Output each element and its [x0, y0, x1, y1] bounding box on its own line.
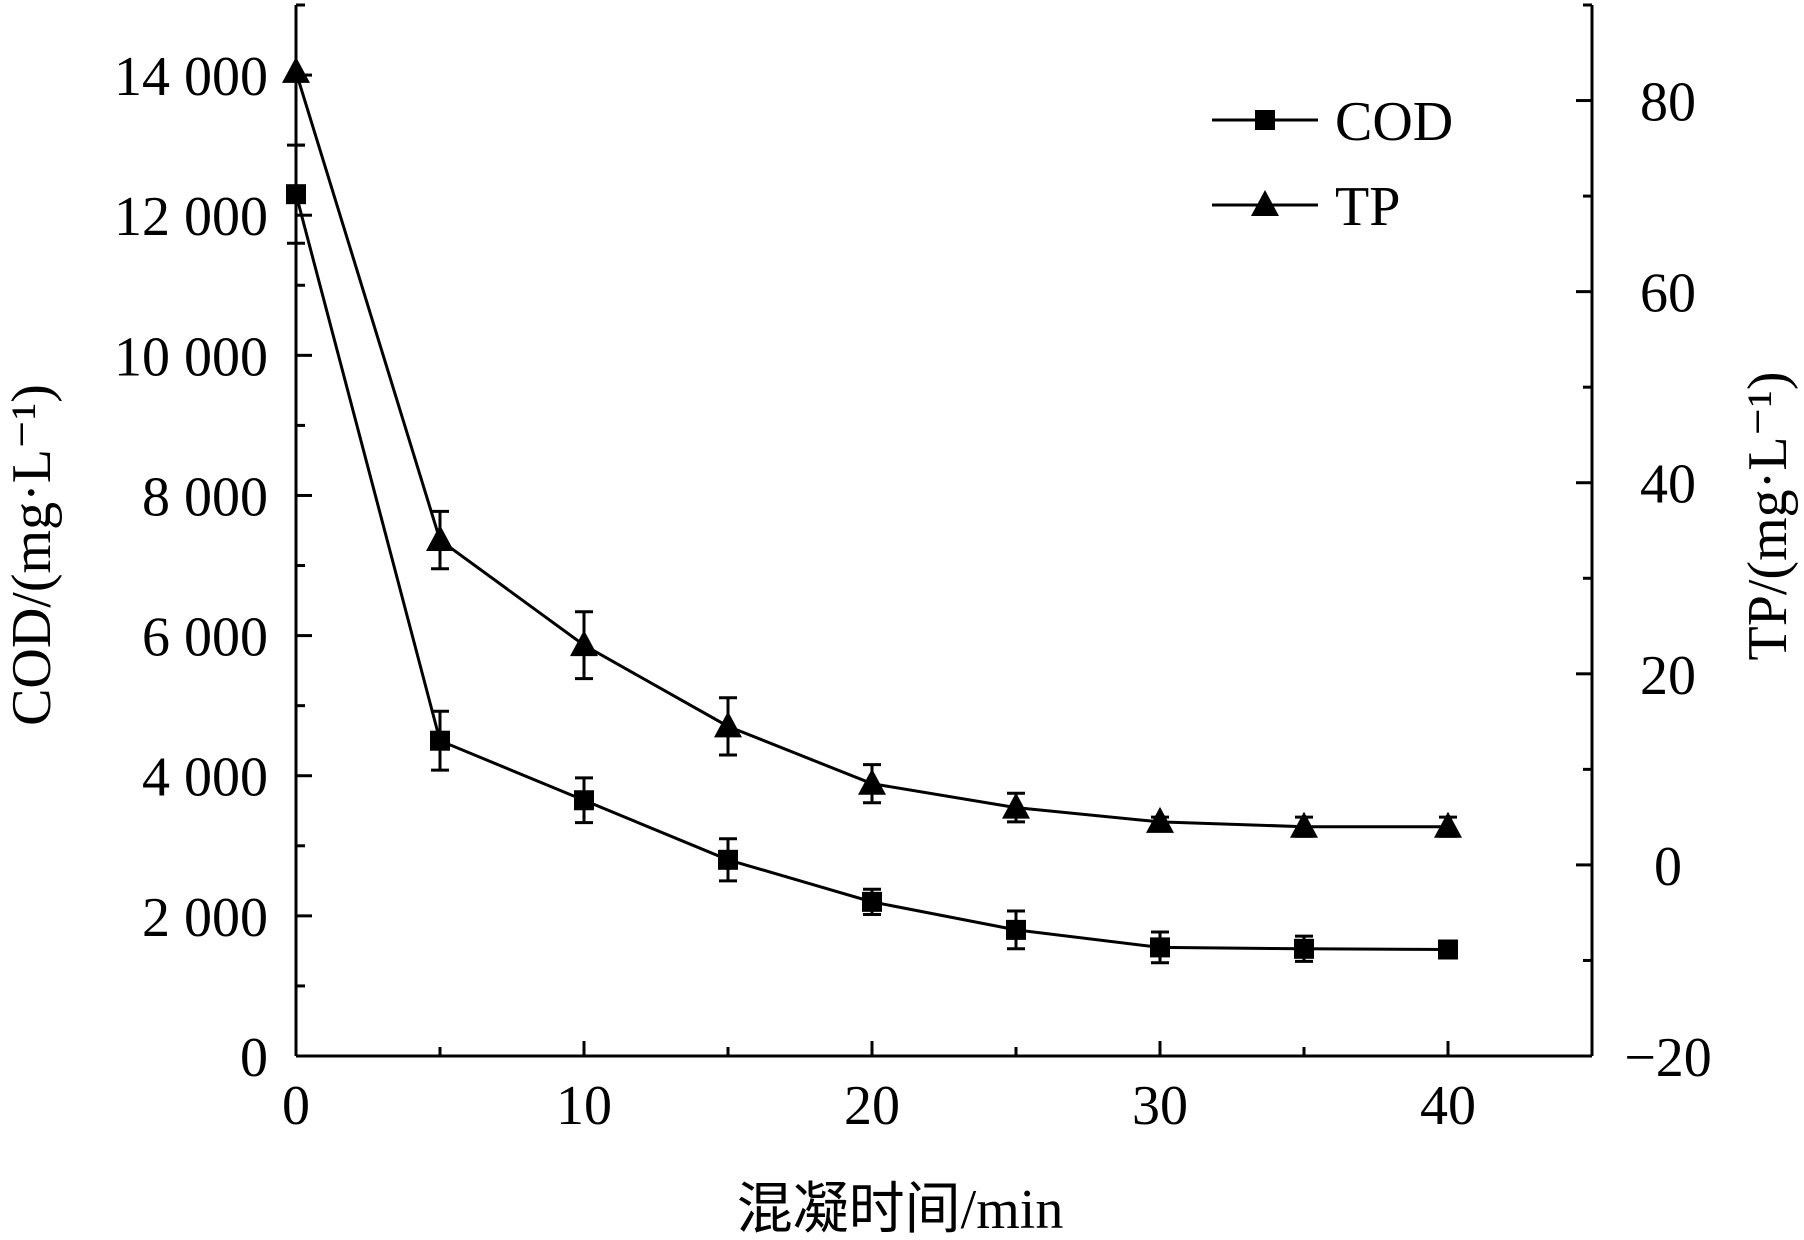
cod-legend-marker — [1255, 110, 1275, 130]
left-y-tick-label: 6 000 — [142, 607, 268, 669]
left-y-tick-label: 8 000 — [142, 466, 268, 528]
right-y-tick-label: 0 — [1654, 836, 1682, 898]
tp-data-point — [858, 768, 886, 795]
x-tick-label: 10 — [556, 1075, 612, 1137]
left-y-axis-ticks: 0 2 000 4 000 6 000 8 000 10 000 12 000 14 000 — [114, 3, 312, 1089]
left-y-tick-label: 14 000 — [114, 46, 268, 108]
tp-legend-marker — [1251, 190, 1279, 216]
tp-series-line — [294, 71, 1448, 829]
x-tick-label: 30 — [1132, 1075, 1188, 1137]
cod-data-point — [862, 891, 882, 912]
left-y-tick-label: 12 000 — [114, 186, 268, 248]
left-y-tick-label: 2 000 — [142, 887, 268, 949]
x-tick-label: 0 — [282, 1075, 310, 1137]
tp-data-point — [282, 56, 310, 83]
cod-data-point — [574, 790, 594, 811]
right-y-tick-label: 20 — [1640, 645, 1696, 707]
cod-legend-label: COD — [1335, 91, 1453, 153]
right-y-axis-title: TP/(mg·L⁻¹) — [1737, 372, 1799, 661]
tp-legend-label: TP — [1335, 176, 1400, 238]
right-y-tick-label: 80 — [1640, 72, 1696, 134]
left-y-tick-label: 0 — [240, 1027, 268, 1089]
x-axis-title: 混凝时间/min — [737, 1179, 1064, 1240]
axes-frame — [294, 5, 1594, 1058]
right-y-axis-ticks: −20 0 20 40 60 80 — [1576, 3, 1712, 1089]
tp-data-point — [1002, 792, 1030, 819]
cod-data-point — [430, 730, 450, 751]
cod-data-point — [1294, 938, 1314, 959]
right-y-tick-label: 40 — [1640, 454, 1696, 516]
cod-data-point — [718, 849, 738, 870]
left-y-axis-title: COD/(mg·L⁻¹) — [1, 384, 63, 726]
series-layer — [282, 56, 1462, 965]
cod-data-point — [1150, 937, 1170, 958]
cod-data-point — [286, 184, 306, 205]
cod-series-line — [294, 193, 1449, 951]
left-y-tick-label: 4 000 — [142, 747, 268, 809]
tp-data-point — [1146, 806, 1174, 833]
tp-data-point — [1434, 811, 1462, 838]
x-tick-label: 20 — [844, 1075, 900, 1137]
tp-data-point — [570, 630, 598, 657]
cod-data-point — [1438, 939, 1458, 960]
tp-data-point — [1290, 811, 1318, 838]
tp-data-point — [714, 711, 742, 738]
right-y-tick-label: −20 — [1624, 1027, 1712, 1089]
left-y-tick-label: 10 000 — [114, 326, 268, 388]
legend: COD TP — [1212, 91, 1453, 238]
x-tick-label: 40 — [1420, 1075, 1476, 1137]
tp-data-point — [426, 525, 454, 552]
right-y-tick-label: 60 — [1640, 263, 1696, 325]
cod-data-point — [1006, 919, 1026, 940]
x-axis-ticks: 0 10 20 30 40 — [282, 1041, 1594, 1137]
